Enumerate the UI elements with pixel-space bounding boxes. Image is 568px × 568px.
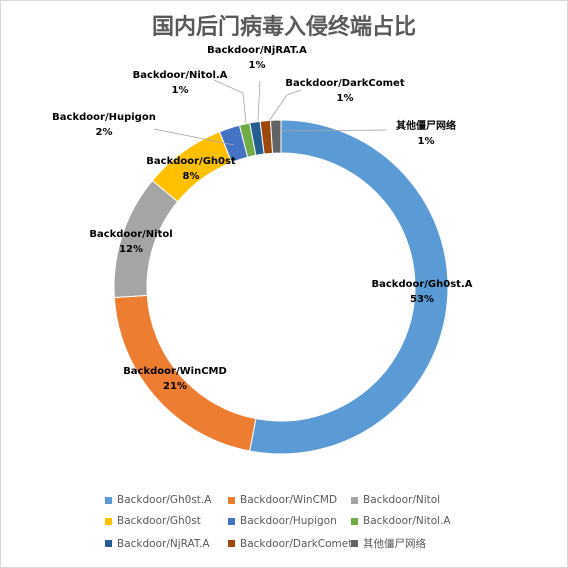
legend-label: Backdoor/Nitol (363, 494, 441, 506)
legend-swatch (105, 517, 112, 525)
legend-item-backdoor-wincmd: Backdoor/WinCMD (228, 494, 351, 506)
legend-label: Backdoor/Gh0st (117, 515, 201, 527)
data-label-value-other: 1% (418, 136, 435, 147)
legend-item-backdoor-njrat-a: Backdoor/NjRAT.A (105, 536, 228, 551)
legend-swatch (228, 496, 235, 504)
data-label-value-backdoor-wincmd: 21% (163, 381, 187, 392)
data-label-name-backdoor-darkcomet: Backdoor/DarkComet (285, 78, 404, 89)
legend-swatch (228, 517, 235, 525)
data-label-name-backdoor-hupigon: Backdoor/Hupigon (52, 112, 156, 123)
data-label-name-backdoor-wincmd: Backdoor/WinCMD (123, 366, 227, 377)
data-label-name-backdoor-gh0st: Backdoor/Gh0st (146, 156, 236, 167)
legend-label: Backdoor/Gh0st.A (117, 494, 212, 506)
data-label-value-backdoor-gh0st-a: 53% (410, 294, 434, 305)
leader-line-backdoor-njrat-a (257, 80, 261, 122)
legend-item-other: 其他僵尸网络 (351, 536, 491, 551)
data-label-value-backdoor-njrat-a: 1% (249, 60, 266, 71)
legend-swatch (105, 496, 112, 504)
legend-label: Backdoor/Hupigon (240, 515, 337, 527)
data-label-value-backdoor-nitol-a: 1% (172, 85, 189, 96)
legend-label: Backdoor/DarkComet (240, 537, 353, 550)
data-label-value-backdoor-darkcomet: 1% (337, 93, 354, 104)
chart-title: 国内后门病毒入侵终端占比 (151, 15, 416, 40)
legend-label: Backdoor/Nitol.A (363, 515, 451, 527)
leader-line-backdoor-hupigon (153, 128, 235, 146)
legend-item-backdoor-hupigon: Backdoor/Hupigon (228, 515, 351, 527)
legend-swatch (105, 540, 112, 547)
slice-backdoor-gh0st-a (249, 119, 449, 455)
data-label-name-backdoor-njrat-a: Backdoor/NjRAT.A (207, 45, 307, 56)
legend-label: Backdoor/WinCMD (240, 494, 338, 506)
legend-swatch (351, 540, 358, 547)
legend: Backdoor/Gh0st.A Backdoor/WinCMD Backdoor/… (105, 494, 505, 551)
data-label-value-backdoor-gh0st: 8% (183, 171, 200, 182)
legend-swatch (351, 496, 358, 504)
legend-label: 其他僵尸网络 (363, 538, 426, 550)
legend-item-backdoor-nitol: Backdoor/Nitol (351, 494, 491, 506)
slice-other (269, 119, 282, 154)
data-label-name-other: 其他僵尸网络 (396, 119, 456, 132)
leader-line-other (280, 129, 388, 132)
legend-item-backdoor-gh0st-a: Backdoor/Gh0st.A (105, 494, 228, 506)
leader-line-backdoor-nitol-a (213, 79, 247, 124)
legend-swatch (351, 517, 358, 525)
data-label-name-backdoor-nitol: Backdoor/Nitol (89, 229, 172, 240)
legend-item-backdoor-darkcomet: Backdoor/DarkComet (228, 536, 353, 551)
leader-line-backdoor-darkcomet (268, 89, 302, 122)
legend-item-backdoor-gh0st: Backdoor/Gh0st (105, 515, 228, 527)
data-label-value-backdoor-nitol: 12% (119, 244, 143, 255)
legend-label: Backdoor/NjRAT.A (117, 537, 210, 550)
legend-swatch (228, 540, 235, 547)
data-label-name-backdoor-nitol-a: Backdoor/Nitol.A (133, 70, 228, 81)
data-label-name-backdoor-gh0st-a: Backdoor/Gh0st.A (372, 279, 473, 290)
data-label-value-backdoor-hupigon: 2% (96, 127, 113, 138)
legend-item-backdoor-nitol-a: Backdoor/Nitol.A (351, 515, 491, 527)
